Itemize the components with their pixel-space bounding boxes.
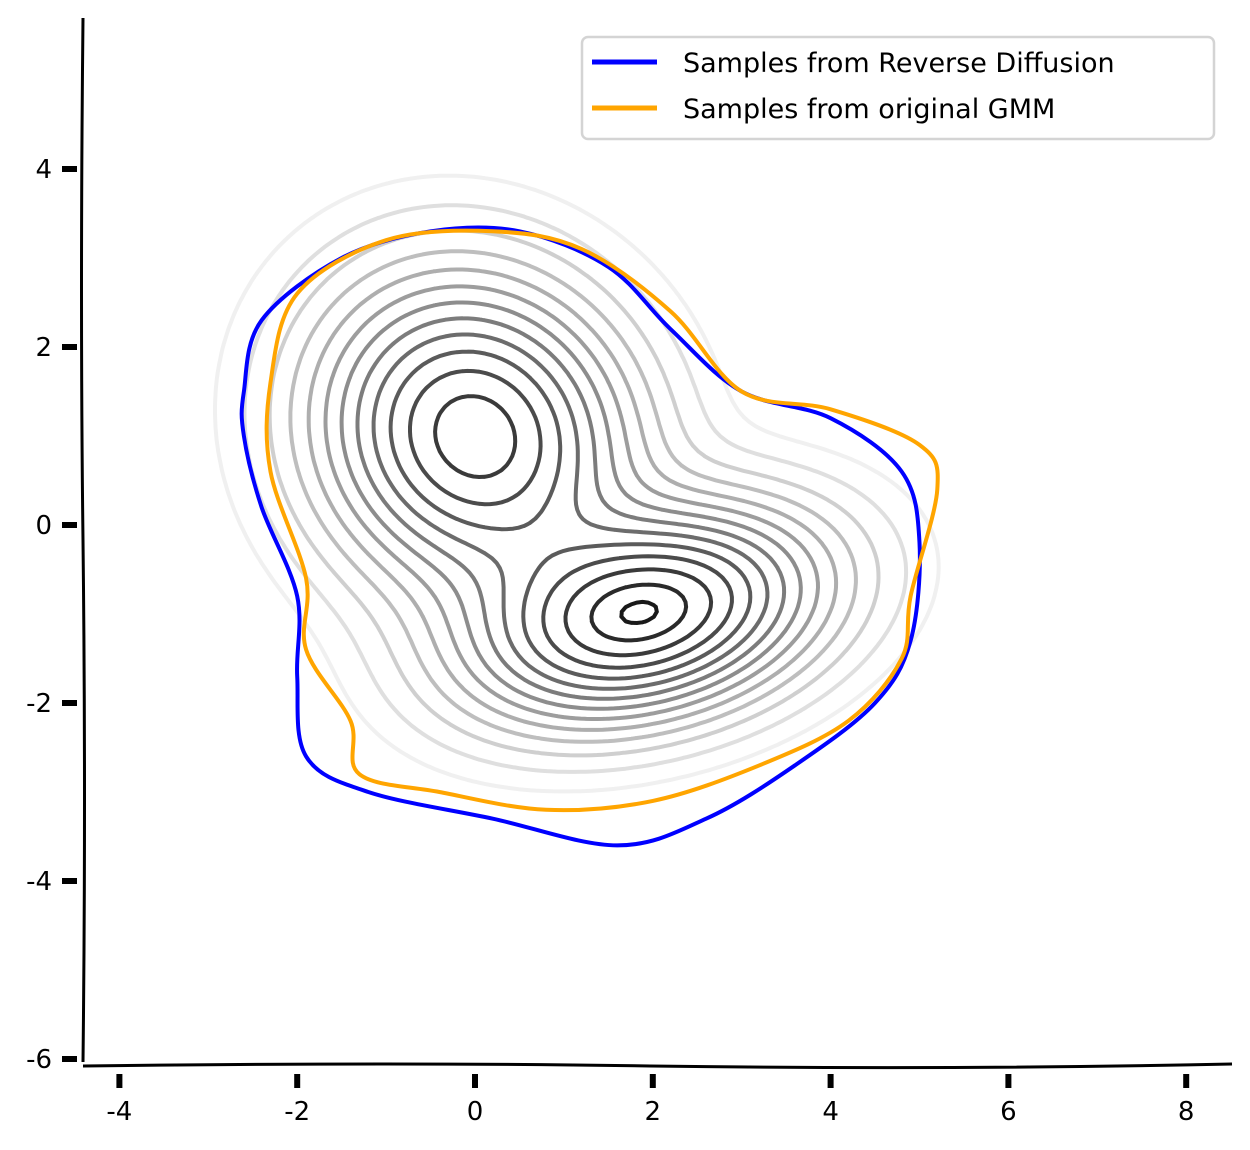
density-contour	[355, 316, 787, 701]
reverse-diffusion-contour	[239, 225, 922, 848]
legend-box	[580, 35, 1216, 141]
legend-label: Samples from Reverse Diffusion	[683, 48, 1115, 79]
density-contour	[242, 203, 909, 774]
x-tick-label: -4	[106, 1097, 132, 1127]
y-tick-label: 4	[35, 155, 52, 185]
y-tick-label: -4	[26, 867, 52, 897]
x-tick-label: 4	[822, 1097, 839, 1127]
legend-label: Samples from original GMM	[683, 94, 1055, 125]
y-tick-label: 2	[35, 333, 52, 363]
legend: Samples from Reverse Diffusion Samples fr…	[580, 35, 1216, 141]
density-contour	[323, 284, 820, 721]
density-contour	[339, 300, 803, 711]
density-contour	[433, 394, 714, 658]
x-tick-label: 2	[645, 1097, 662, 1127]
y-tick-label: 0	[35, 511, 52, 541]
y-axis-line	[80, 17, 86, 1063]
density-contour	[388, 349, 753, 681]
x-tick-label: 0	[467, 1097, 484, 1127]
axes: -4 -2 0 2 4 6 8 -6 -4 -2 0 2 4	[26, 17, 1233, 1127]
y-tick-label: -2	[26, 689, 52, 719]
x-tick-label: 8	[1178, 1097, 1195, 1127]
x-tick-label: -2	[284, 1097, 310, 1127]
density-contour	[213, 173, 941, 794]
original-gmm-contour	[264, 228, 940, 813]
density-contour	[619, 599, 659, 625]
series-outer-contours	[239, 225, 940, 848]
density-contour	[306, 267, 839, 732]
y-tick-label: -6	[26, 1045, 52, 1075]
density-contour	[288, 249, 858, 744]
density-contour	[408, 368, 734, 670]
density-contour	[371, 332, 770, 691]
density-contour	[267, 228, 881, 758]
gray-density-contours	[213, 173, 941, 794]
x-axis-line	[82, 1062, 1233, 1070]
density-contour	[589, 582, 689, 643]
x-tick-label: 6	[1000, 1097, 1017, 1127]
